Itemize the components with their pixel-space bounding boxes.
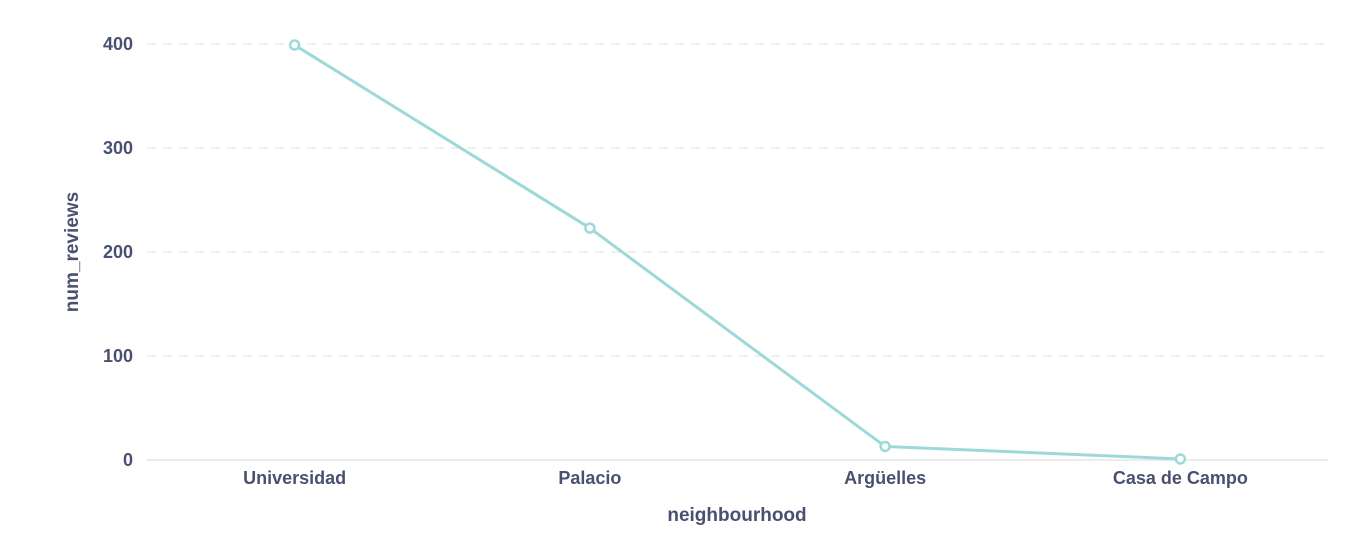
x-axis-ticks: Universidad Palacio Argüelles Casa de Campo — [243, 468, 1248, 488]
series-line — [293, 43, 1181, 461]
data-point[interactable] — [1174, 453, 1187, 465]
data-point[interactable] — [584, 222, 596, 234]
x-tick-label: Casa de Campo — [1113, 468, 1248, 488]
y-tick-label: 400 — [103, 34, 133, 54]
x-axis-title: neighbourhood — [667, 505, 806, 526]
data-point[interactable] — [879, 440, 891, 453]
x-tick-label: Argüelles — [844, 468, 926, 488]
y-tick-label: 200 — [103, 242, 133, 262]
grid-lines — [147, 43, 1328, 461]
x-tick-label: Universidad — [243, 468, 346, 488]
x-tick-label: Palacio — [558, 468, 621, 488]
series-layer — [288, 39, 1187, 465]
data-point[interactable] — [288, 39, 301, 51]
y-tick-label: 0 — [123, 450, 133, 470]
y-axis-title: num_reviews — [62, 192, 83, 312]
y-axis-ticks: 0 100 200 300 400 — [103, 34, 133, 470]
y-tick-label: 300 — [103, 138, 133, 158]
y-tick-label: 100 — [103, 346, 133, 366]
